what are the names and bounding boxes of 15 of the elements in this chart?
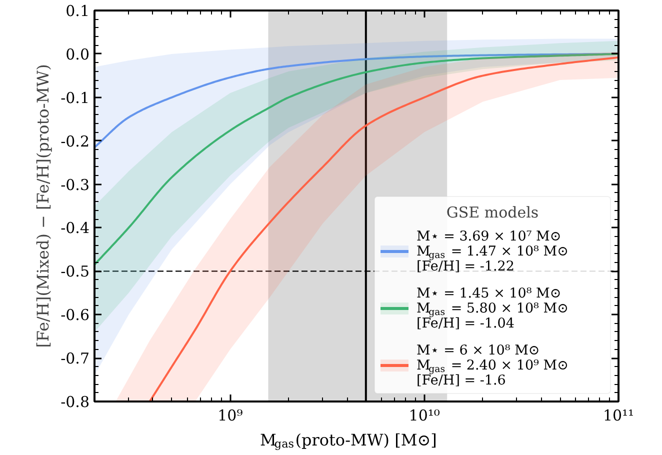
y-tick-label: -0.6 [60,306,90,324]
y-tick-label: -0.4 [60,219,90,238]
legend-title: GSE models [446,204,539,222]
y-tick-label: 0.1 [66,2,90,20]
x-tick-label: 10⁹ [218,406,243,424]
y-tick-label: -0.3 [60,176,90,194]
y-tick-label: 0.0 [66,45,90,64]
y-axis-title: [Fe/H](Mixed) − [Fe/H](proto-MW) [34,64,53,348]
y-tick-label: -0.7 [60,350,90,368]
y-tick-label: -0.8 [60,393,90,411]
x-tick-label: 10¹¹ [602,406,634,424]
x-tick-label: 10¹⁰ [408,406,440,424]
y-tick-label: -0.1 [60,88,90,107]
y-tick-label: -0.2 [60,132,90,150]
y-tick-label: -0.5 [60,262,90,281]
